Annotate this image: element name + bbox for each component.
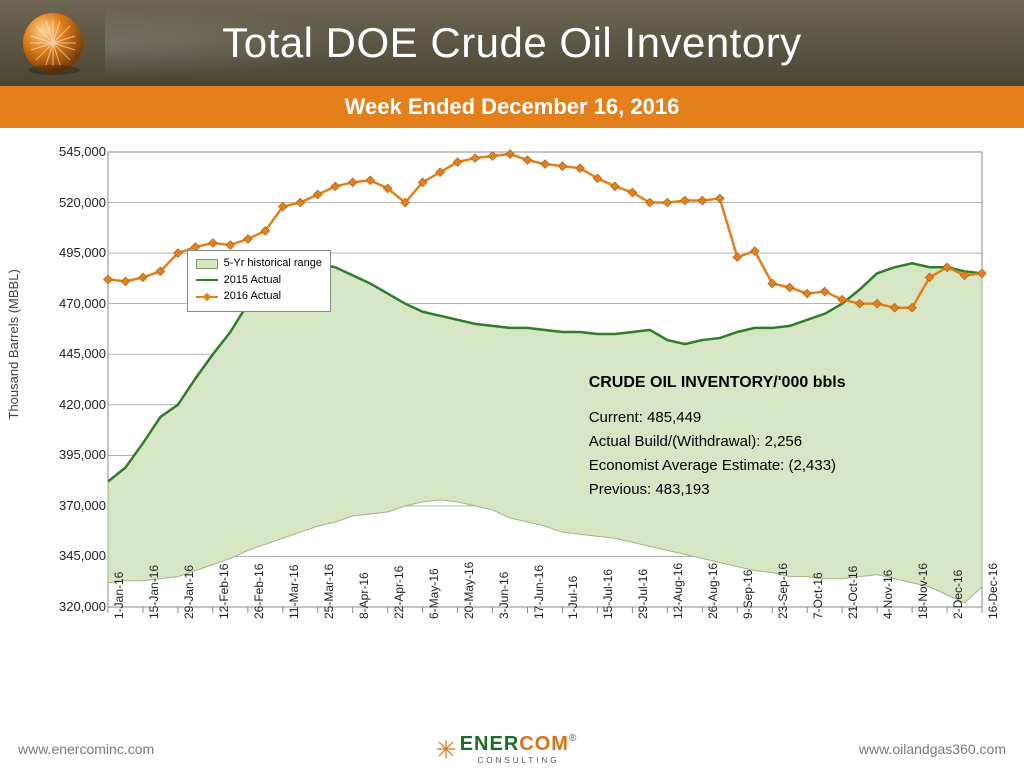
footer-left-url: www.enercominc.com (18, 741, 154, 757)
header-band: Total DOE Crude Oil Inventory (0, 0, 1024, 86)
registered-icon: ® (569, 733, 577, 744)
x-tick-label: 21-Oct-16 (846, 566, 860, 619)
footer: www.enercominc.com ENERCOM® CONSULTING w… (0, 725, 1024, 773)
x-tick-label: 29-Jan-16 (182, 565, 196, 619)
legend-label: 2015 Actual (224, 272, 282, 289)
legend-line-icon (196, 279, 218, 281)
x-tick-label: 20-May-16 (462, 562, 476, 619)
x-tick-label: 18-Nov-16 (916, 563, 930, 619)
page-title: Total DOE Crude Oil Inventory (222, 19, 801, 67)
y-tick-label: 470,000 (36, 296, 106, 311)
footer-logo: ENERCOM® CONSULTING (436, 733, 578, 765)
y-tick-label: 320,000 (36, 599, 106, 614)
legend-row: 2015 Actual (196, 272, 322, 289)
footer-right-url: www.oilandgas360.com (859, 741, 1006, 757)
footer-logo-ener: ENER (460, 733, 520, 755)
y-tick-label: 345,000 (36, 548, 106, 563)
x-tick-label: 8-Apr-16 (357, 572, 371, 619)
footer-logo-com: COM (519, 733, 569, 755)
legend-swatch-icon (196, 259, 218, 269)
y-axis-label: Thousand Barrels (MBBL) (6, 269, 21, 419)
x-tick-label: 22-Apr-16 (392, 566, 406, 619)
y-tick-label: 520,000 (36, 195, 106, 210)
subtitle-text: Week Ended December 16, 2016 (345, 94, 680, 120)
legend-row: 5-Yr historical range (196, 255, 322, 272)
x-tick-label: 26-Aug-16 (706, 563, 720, 619)
x-tick-label: 6-May-16 (427, 568, 441, 619)
x-tick-label: 3-Jun-16 (497, 572, 511, 619)
x-tick-label: 11-Mar-16 (287, 565, 301, 619)
y-tick-label: 495,000 (36, 245, 106, 260)
x-tick-label: 12-Aug-16 (671, 563, 685, 619)
y-tick-label: 545,000 (36, 144, 106, 159)
logo-orb-icon (18, 8, 88, 78)
x-tick-label: 1-Jan-16 (112, 572, 126, 619)
info-title: CRUDE OIL INVENTORY/'000 bbls (589, 370, 846, 396)
x-tick-label: 1-Jul-16 (566, 576, 580, 619)
x-tick-label: 15-Jul-16 (601, 569, 615, 619)
y-tick-label: 395,000 (36, 447, 106, 462)
x-tick-label: 7-Oct-16 (811, 572, 825, 619)
x-tick-label: 25-Mar-16 (322, 564, 336, 619)
y-tick-label: 445,000 (36, 346, 106, 361)
x-tick-label: 26-Feb-16 (252, 564, 266, 619)
footer-logo-text: ENERCOM® CONSULTING (460, 733, 578, 765)
subtitle-band: Week Ended December 16, 2016 (0, 86, 1024, 128)
x-tick-label: 23-Sep-16 (776, 563, 790, 619)
legend-row: 2016 Actual (196, 288, 322, 305)
y-tick-label: 420,000 (36, 397, 106, 412)
legend-label: 5-Yr historical range (224, 255, 322, 272)
x-tick-label: 16-Dec-16 (986, 563, 1000, 619)
x-tick-label: 4-Nov-16 (881, 570, 895, 619)
legend-label: 2016 Actual (224, 288, 282, 305)
info-box: CRUDE OIL INVENTORY/'000 bbls Current: 48… (589, 370, 846, 502)
info-line: Current: 485,449 (589, 406, 846, 430)
chart-legend: 5-Yr historical range2015 Actual2016 Act… (187, 250, 331, 312)
x-tick-label: 29-Jul-16 (636, 569, 650, 619)
x-tick-label: 12-Feb-16 (217, 564, 231, 619)
page: Total DOE Crude Oil Inventory Week Ended… (0, 0, 1024, 773)
inventory-chart: 320,000 345,000 370,000 395,000 420,000 445,0… (28, 146, 996, 725)
x-tick-label: 2-Dec-16 (951, 570, 965, 619)
info-line: Actual Build/(Withdrawal): 2,256 (589, 430, 846, 454)
info-line: Economist Average Estimate: (2,433) (589, 454, 846, 478)
footer-star-icon (436, 739, 456, 759)
x-tick-label: 9-Sep-16 (741, 570, 755, 619)
legend-line-marker-icon (196, 296, 218, 298)
chart-area: Thousand Barrels (MBBL) 320,000 345,000 37… (0, 128, 1024, 725)
x-tick-label: 15-Jan-16 (147, 565, 161, 619)
x-tick-label: 17-Jun-16 (532, 565, 546, 619)
footer-logo-sub: CONSULTING (460, 756, 578, 765)
info-line: Previous: 483,193 (589, 478, 846, 502)
y-tick-label: 370,000 (36, 498, 106, 513)
